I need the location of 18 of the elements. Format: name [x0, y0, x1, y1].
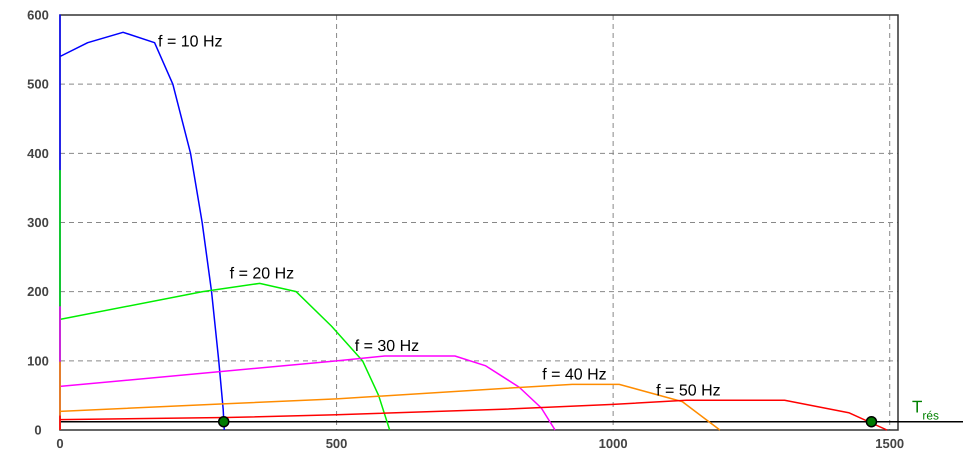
x-tick-label: 1500 — [875, 436, 904, 451]
series-label: f = 10 Hz — [158, 33, 223, 50]
y-tick-label: 100 — [27, 353, 49, 368]
line-series — [59, 361, 721, 431]
line-series — [59, 400, 888, 431]
y-tick-label: 0 — [34, 422, 42, 438]
series-label: f = 20 Hz — [230, 265, 294, 282]
x-tick-label: 0 — [56, 436, 64, 451]
y-tick-label: 400 — [27, 146, 49, 161]
y-tick-label: 200 — [27, 284, 49, 300]
x-tick-label: 500 — [326, 436, 348, 451]
y-tick-label: 600 — [27, 8, 49, 23]
series-label: f = 30 Hz — [354, 338, 420, 355]
series-label: f = 40 Hz — [542, 366, 607, 384]
ref-line-label: T$_{rés}$ — [912, 398, 939, 423]
x-tick-label: 1000 — [598, 436, 628, 451]
y-tick-label: 300 — [27, 215, 49, 230]
y-tick-label: 500 — [27, 76, 49, 92]
